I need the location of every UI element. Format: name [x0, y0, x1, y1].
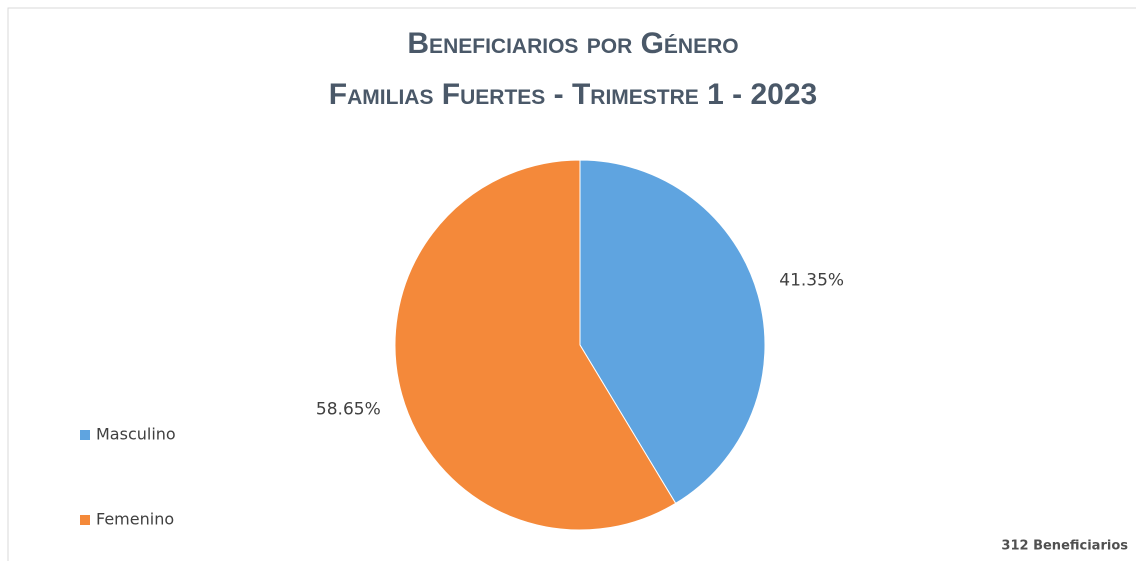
pie-slice: [394, 159, 677, 531]
data-label: 58.65%: [316, 400, 381, 420]
chart-subtitle: Familias Fuertes - Trimestre 1 - 2023: [329, 78, 817, 111]
annotation: 312 Beneficiarios: [1001, 539, 1128, 554]
pie-slice: [579, 159, 766, 505]
chart-title: Beneficiarios por Género: [407, 27, 738, 60]
data-label: 41.35%: [779, 270, 844, 290]
legend-label: Femenino: [96, 510, 174, 529]
legend-label: Masculino: [96, 425, 176, 444]
legend-swatch: [80, 515, 90, 525]
chart-frame: [7, 7, 1136, 561]
legend-swatch: [80, 430, 90, 440]
